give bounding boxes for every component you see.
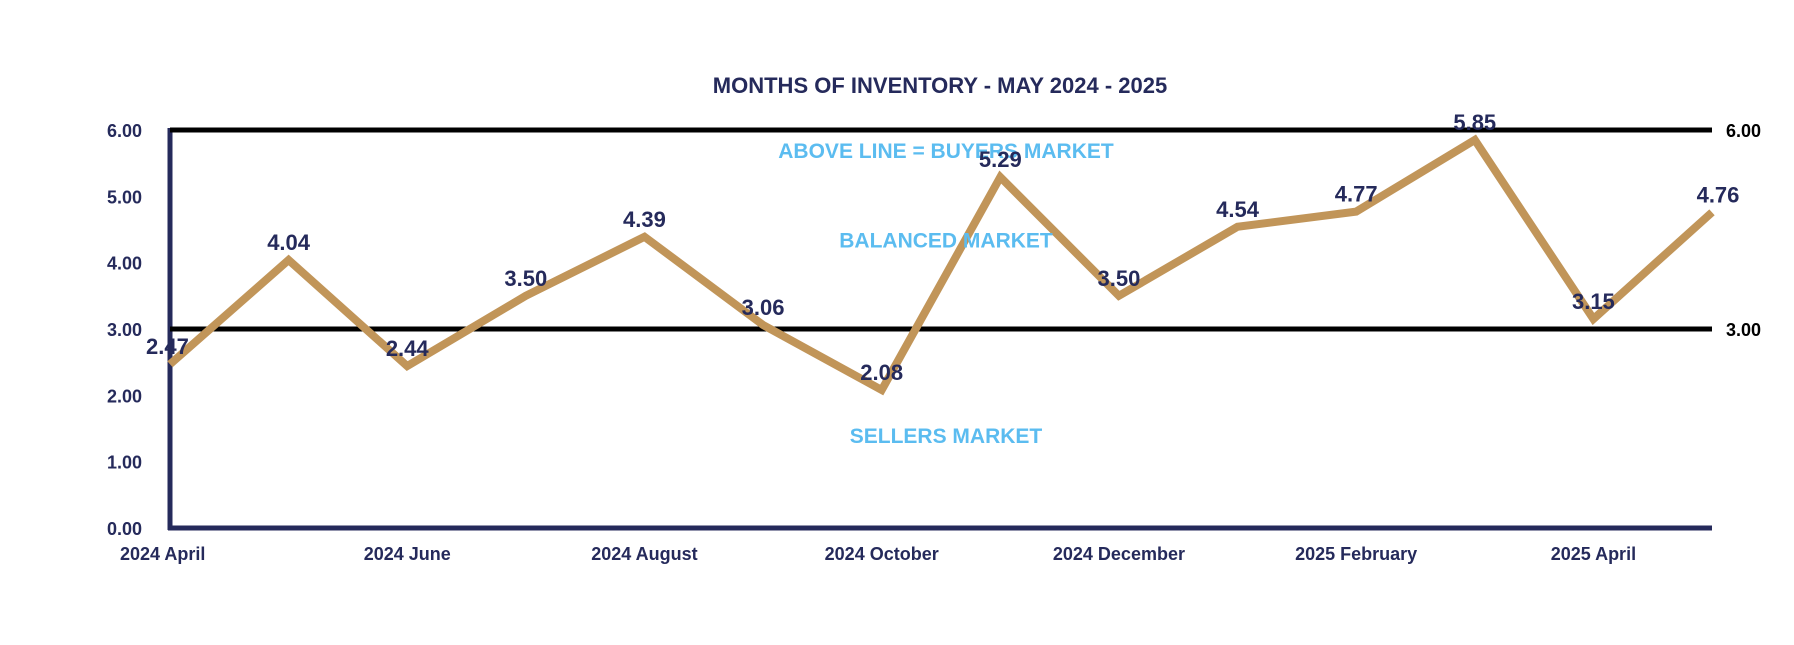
data-label: 4.39 (623, 207, 666, 232)
y-tick-label: 4.00 (107, 254, 142, 274)
x-tick-label: 2024 December (1053, 544, 1185, 564)
data-label: 4.76 (1697, 182, 1740, 207)
data-label: 4.54 (1216, 197, 1260, 222)
market-zone-label: ABOVE LINE = BUYERS MARKET (778, 140, 1114, 163)
y-tick-label: 3.00 (107, 320, 142, 340)
data-label: 2.08 (860, 360, 903, 385)
data-label: 2.44 (386, 336, 430, 361)
x-tick-label: 2025 April (1551, 544, 1636, 564)
x-tick-label: 2024 April (120, 544, 205, 564)
y-tick-label: 2.00 (107, 386, 142, 406)
x-tick-label: 2025 February (1295, 544, 1417, 564)
data-label: 4.77 (1335, 182, 1378, 207)
x-tick-label: 2024 June (364, 544, 451, 564)
data-label: 2.47 (146, 334, 189, 359)
reference-line-label: 3.00 (1726, 320, 1761, 340)
y-tick-label: 0.00 (107, 519, 142, 539)
reference-line-label: 6.00 (1726, 121, 1761, 141)
y-tick-label: 6.00 (107, 121, 142, 141)
data-label: 3.15 (1572, 289, 1615, 314)
market-zone-label: BALANCED MARKET (839, 229, 1053, 252)
data-label: 5.29 (979, 147, 1022, 172)
y-tick-label: 1.00 (107, 453, 142, 473)
data-label: 5.85 (1453, 110, 1496, 135)
series-line (167, 134, 1715, 396)
market-zone-label: SELLERS MARKET (850, 425, 1043, 448)
data-label: 3.50 (504, 266, 547, 291)
data-label: 3.06 (742, 295, 785, 320)
data-label: 3.50 (1098, 266, 1141, 291)
x-tick-label: 2024 August (591, 544, 697, 564)
x-tick-label: 2024 October (825, 544, 939, 564)
chart-title: MONTHS OF INVENTORY - MAY 2024 - 2025 (713, 73, 1167, 98)
data-label: 4.04 (267, 230, 311, 255)
y-tick-label: 5.00 (107, 187, 142, 207)
